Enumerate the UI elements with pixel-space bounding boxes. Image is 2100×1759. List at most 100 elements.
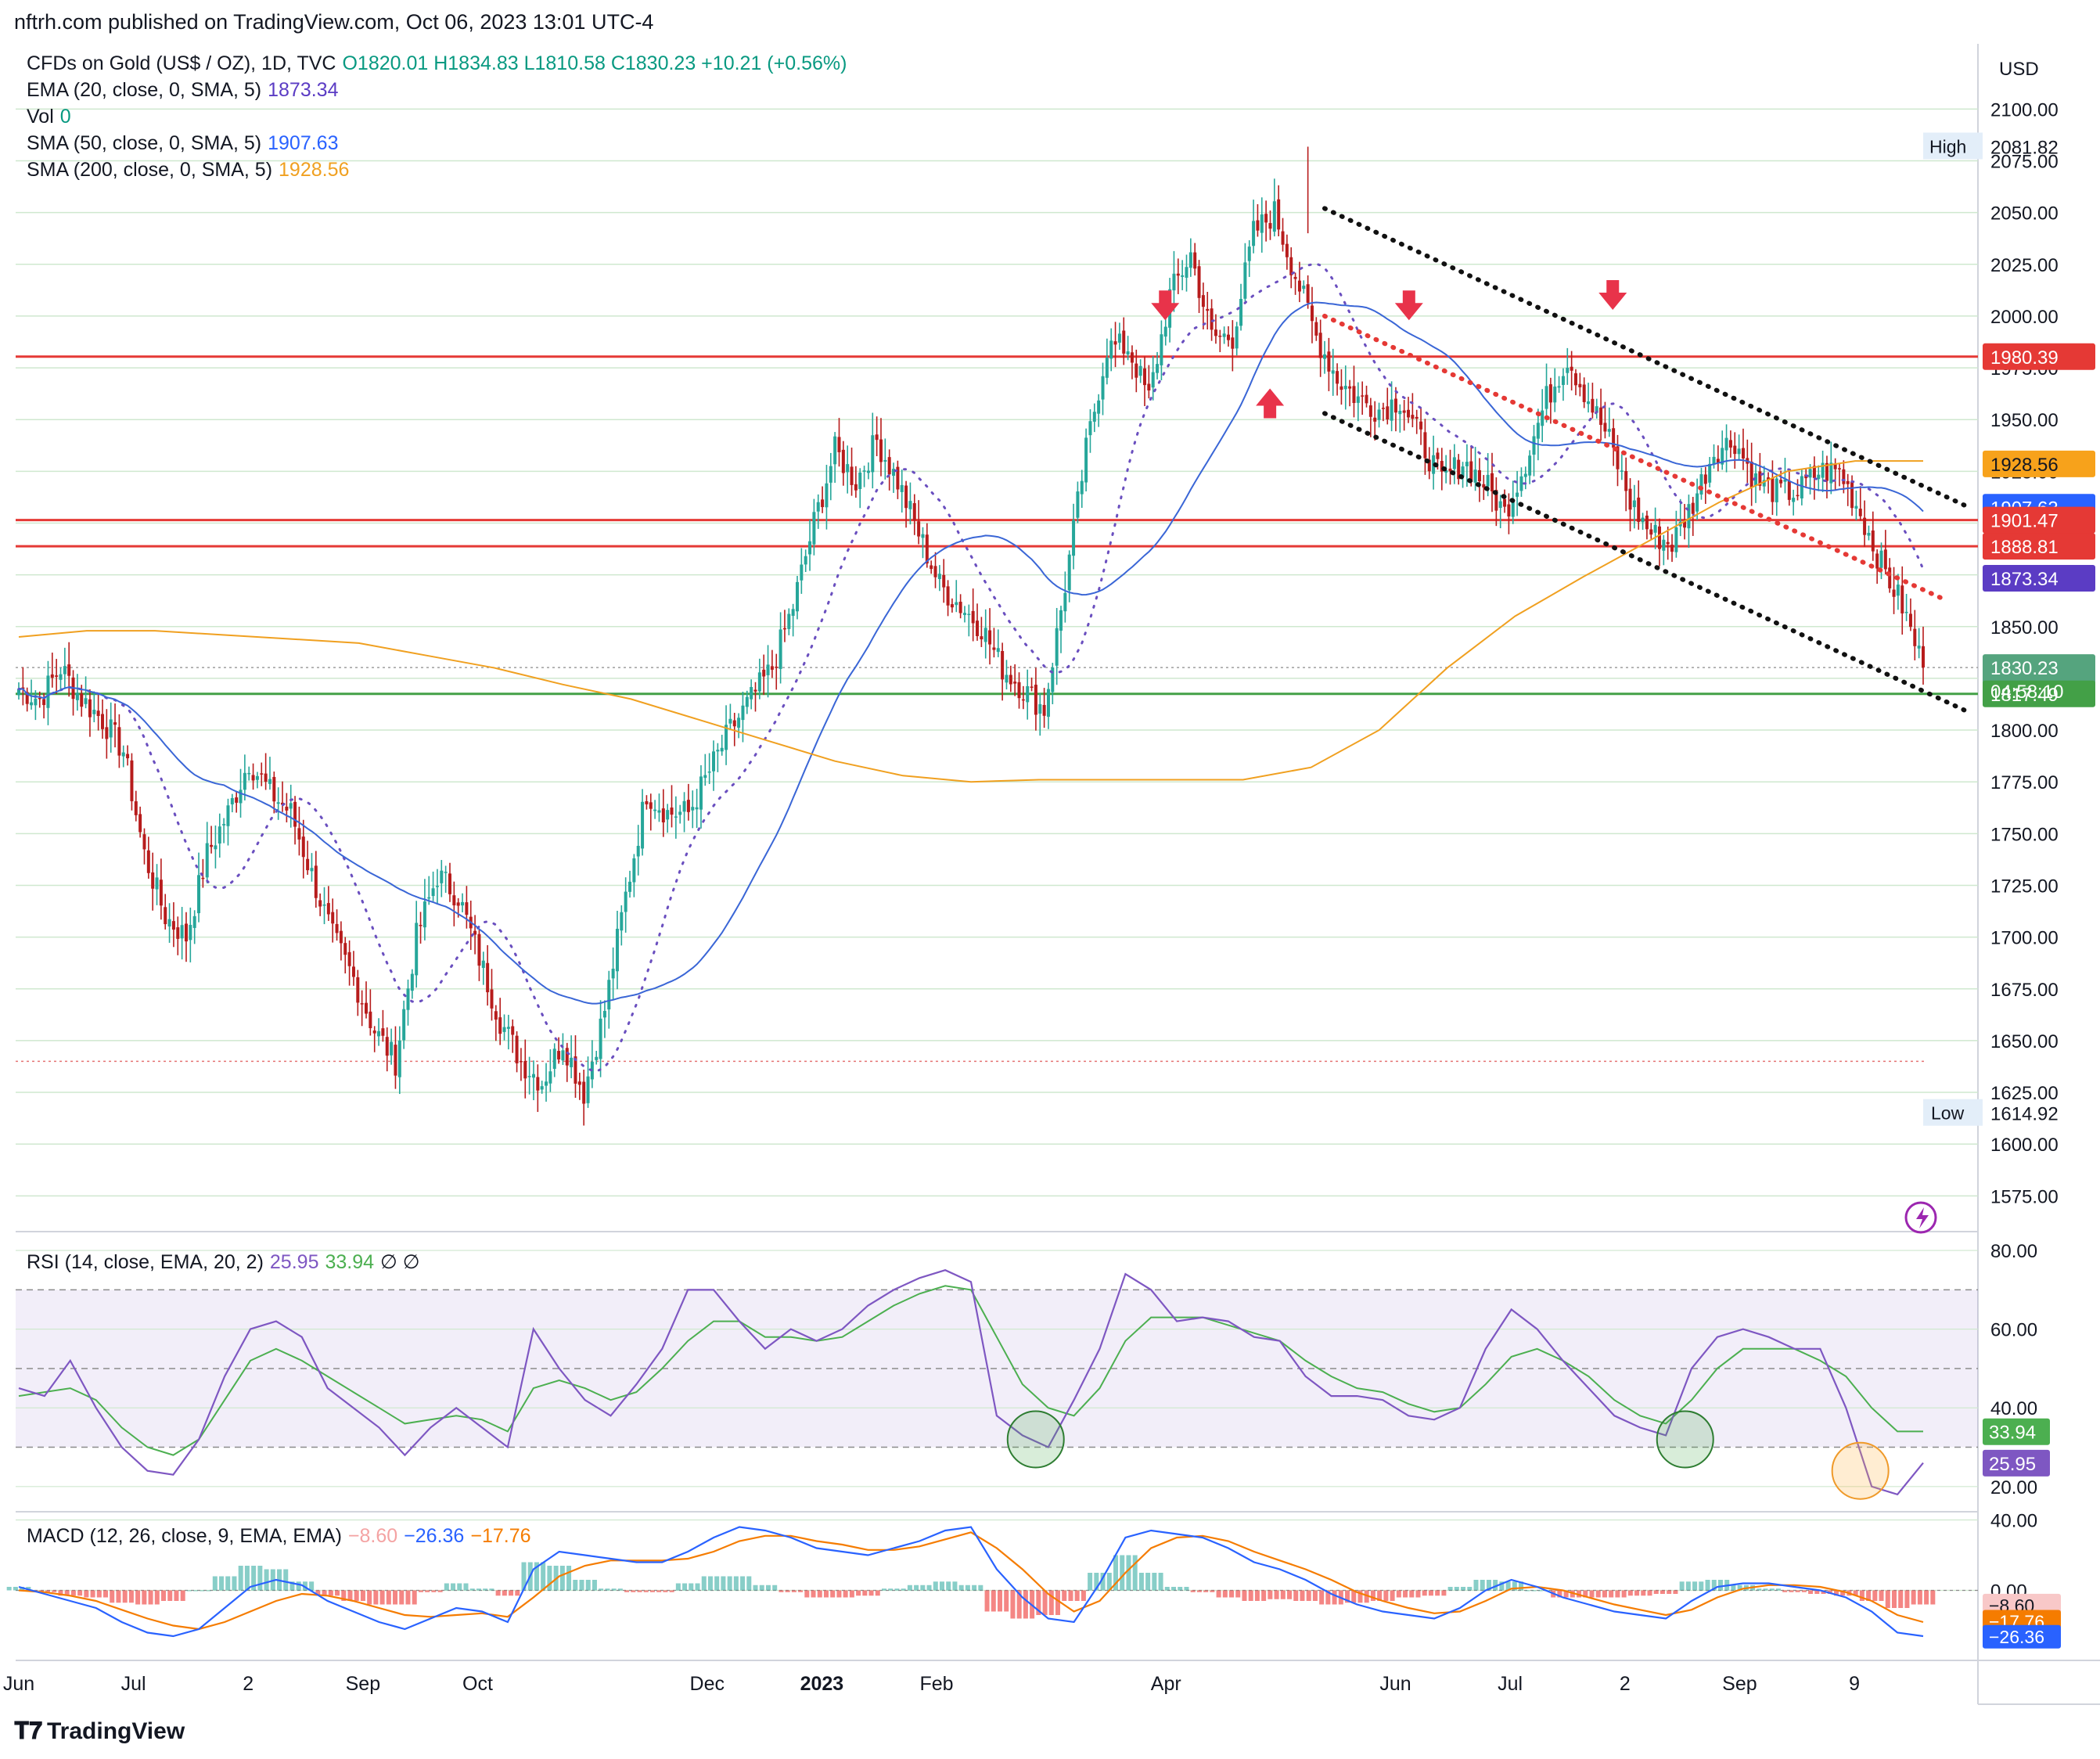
macd-histogram-bar — [444, 1583, 449, 1591]
macd-histogram-bar — [463, 1583, 469, 1591]
macd-histogram-bar — [1088, 1573, 1093, 1591]
candle-down — [1846, 480, 1850, 484]
currency-label[interactable]: USD — [1999, 59, 2039, 80]
candle-down — [1649, 529, 1653, 535]
macd-histogram-bar — [341, 1590, 347, 1601]
candle-up — [1260, 214, 1264, 233]
price-tick-label: 2025.00 — [1990, 255, 2059, 276]
macd-histogram-bar — [360, 1590, 365, 1601]
macd-histogram-bar — [746, 1576, 752, 1591]
macd-histogram-bar — [521, 1562, 527, 1591]
candle-down — [1436, 452, 1440, 459]
macd-histogram-bar — [1042, 1590, 1048, 1615]
macd-histogram-bar — [1647, 1590, 1652, 1596]
macd-histogram-bar — [393, 1590, 398, 1605]
brand-logo[interactable]: 𝐓𝟕 TradingView — [14, 1718, 185, 1745]
macd-histogram-bar — [965, 1585, 970, 1591]
macd-histogram-bar — [1679, 1581, 1685, 1591]
candle-up — [1553, 387, 1557, 403]
macd-histogram-bar — [1930, 1590, 1936, 1605]
macd-histogram-bar — [315, 1590, 321, 1596]
candle-up — [1519, 476, 1523, 491]
candle-down — [980, 636, 983, 640]
macd-histogram-bar — [1801, 1590, 1807, 1592]
candle-up — [1117, 333, 1121, 343]
candle-down — [1922, 646, 1925, 668]
candle-down — [80, 693, 84, 707]
candle-up — [540, 1086, 544, 1090]
macd-histogram-bar — [1602, 1590, 1607, 1598]
candle-up — [570, 1057, 574, 1067]
candle-down — [1728, 440, 1732, 448]
rsi-tag — [1983, 1449, 2050, 1477]
macd-tag — [1983, 1624, 2061, 1649]
candle-down — [896, 466, 900, 490]
macd-histogram-bar — [1641, 1590, 1646, 1596]
candle-up — [1026, 685, 1030, 703]
candle-up — [1498, 501, 1502, 509]
candle-up — [255, 775, 259, 780]
candle-down — [146, 850, 150, 873]
macd-histogram-bar — [328, 1590, 333, 1596]
candle-down — [1407, 409, 1411, 418]
macd-histogram-bar — [244, 1566, 250, 1591]
candle-up — [189, 925, 192, 941]
candle-down — [649, 802, 653, 809]
candle-up — [1607, 429, 1611, 432]
candle-up — [1662, 539, 1666, 551]
macd-histogram-bar — [77, 1590, 83, 1596]
price-tag-label: 1873.34 — [1990, 569, 2059, 590]
macd-histogram-bar — [759, 1585, 764, 1591]
macd-histogram-bar — [283, 1569, 289, 1591]
macd-histogram-bar — [946, 1581, 951, 1591]
candle-up — [1817, 474, 1821, 480]
macd-histogram-bar — [1583, 1590, 1588, 1598]
candle-up — [808, 541, 812, 555]
macd-histogram-bar — [322, 1590, 327, 1596]
candle-up — [1532, 436, 1536, 455]
candle-up — [1243, 262, 1247, 299]
candle-down — [887, 457, 891, 475]
macd-histogram-bar — [740, 1576, 746, 1591]
macd-histogram-bar — [289, 1581, 295, 1591]
macd-histogram-bar — [1171, 1587, 1177, 1591]
macd-histogram-bar — [347, 1590, 353, 1601]
legend-rsi-tail: ∅ ∅ — [380, 1251, 420, 1273]
candle-up — [1699, 474, 1703, 495]
candle-up — [862, 470, 866, 472]
macd-histogram-bar — [1152, 1573, 1157, 1591]
candle-up — [243, 772, 246, 790]
candle-down — [381, 1028, 385, 1036]
candle-down — [452, 895, 456, 906]
candle-up — [1302, 286, 1306, 290]
macd-histogram-bar — [624, 1590, 630, 1592]
macd-histogram-bar — [1537, 1590, 1543, 1592]
candle-up — [1896, 585, 1900, 596]
macd-histogram-bar — [431, 1590, 437, 1592]
candle-down — [134, 801, 138, 815]
candle-up — [1695, 493, 1699, 512]
candle-up — [1566, 367, 1570, 373]
macd-histogram-bar — [1377, 1590, 1383, 1601]
candle-down — [925, 534, 929, 564]
macd-histogram-bar — [566, 1566, 572, 1591]
macd-histogram-bar — [1917, 1590, 1922, 1605]
macd-histogram-bar — [765, 1585, 771, 1591]
macd-histogram-bar — [1775, 1588, 1781, 1591]
candle-up — [247, 772, 251, 775]
legend-sma200-value: 1928.56 — [279, 159, 350, 181]
time-axis-label: Jun — [1379, 1673, 1411, 1695]
macd-line — [18, 1526, 1924, 1638]
candle-down — [1716, 459, 1720, 463]
candle-down — [293, 801, 297, 827]
candle-up — [1641, 517, 1645, 523]
candle-up — [1072, 520, 1076, 556]
candle-down — [105, 727, 109, 739]
macd-histogram-bar — [483, 1588, 488, 1591]
candle-down — [1277, 199, 1281, 230]
candle-up — [1076, 491, 1080, 518]
macd-histogram-bar — [1094, 1573, 1099, 1591]
macd-histogram-bar — [1023, 1590, 1028, 1619]
macd-histogram-bar — [1113, 1555, 1119, 1591]
